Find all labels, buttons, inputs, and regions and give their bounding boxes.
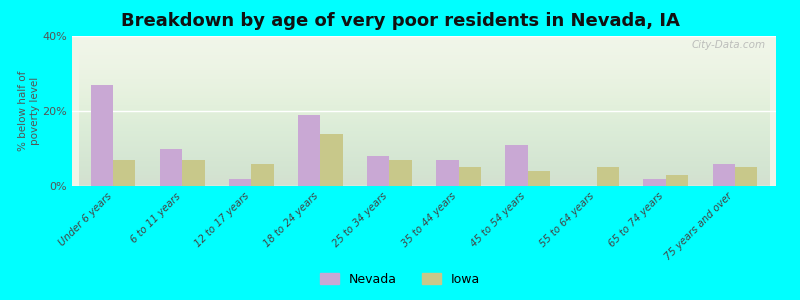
- Bar: [643, 178, 666, 186]
- Legend: Nevada, Iowa: Nevada, Iowa: [315, 268, 485, 291]
- Bar: [182, 160, 205, 186]
- Bar: [251, 164, 274, 186]
- Bar: [527, 171, 550, 186]
- Bar: [437, 160, 458, 186]
- Text: Breakdown by age of very poor residents in Nevada, IA: Breakdown by age of very poor residents …: [121, 12, 679, 30]
- Text: City-Data.com: City-Data.com: [691, 40, 766, 50]
- Bar: [91, 85, 114, 186]
- Bar: [666, 175, 688, 186]
- Bar: [713, 164, 734, 186]
- Bar: [230, 178, 251, 186]
- Y-axis label: % below half of
poverty level: % below half of poverty level: [18, 71, 40, 151]
- Bar: [321, 134, 342, 186]
- Bar: [298, 115, 321, 186]
- Bar: [506, 145, 527, 186]
- Bar: [390, 160, 411, 186]
- Bar: [160, 148, 182, 186]
- Bar: [734, 167, 757, 186]
- Bar: [597, 167, 618, 186]
- Bar: [114, 160, 135, 186]
- Bar: [367, 156, 390, 186]
- Bar: [458, 167, 481, 186]
